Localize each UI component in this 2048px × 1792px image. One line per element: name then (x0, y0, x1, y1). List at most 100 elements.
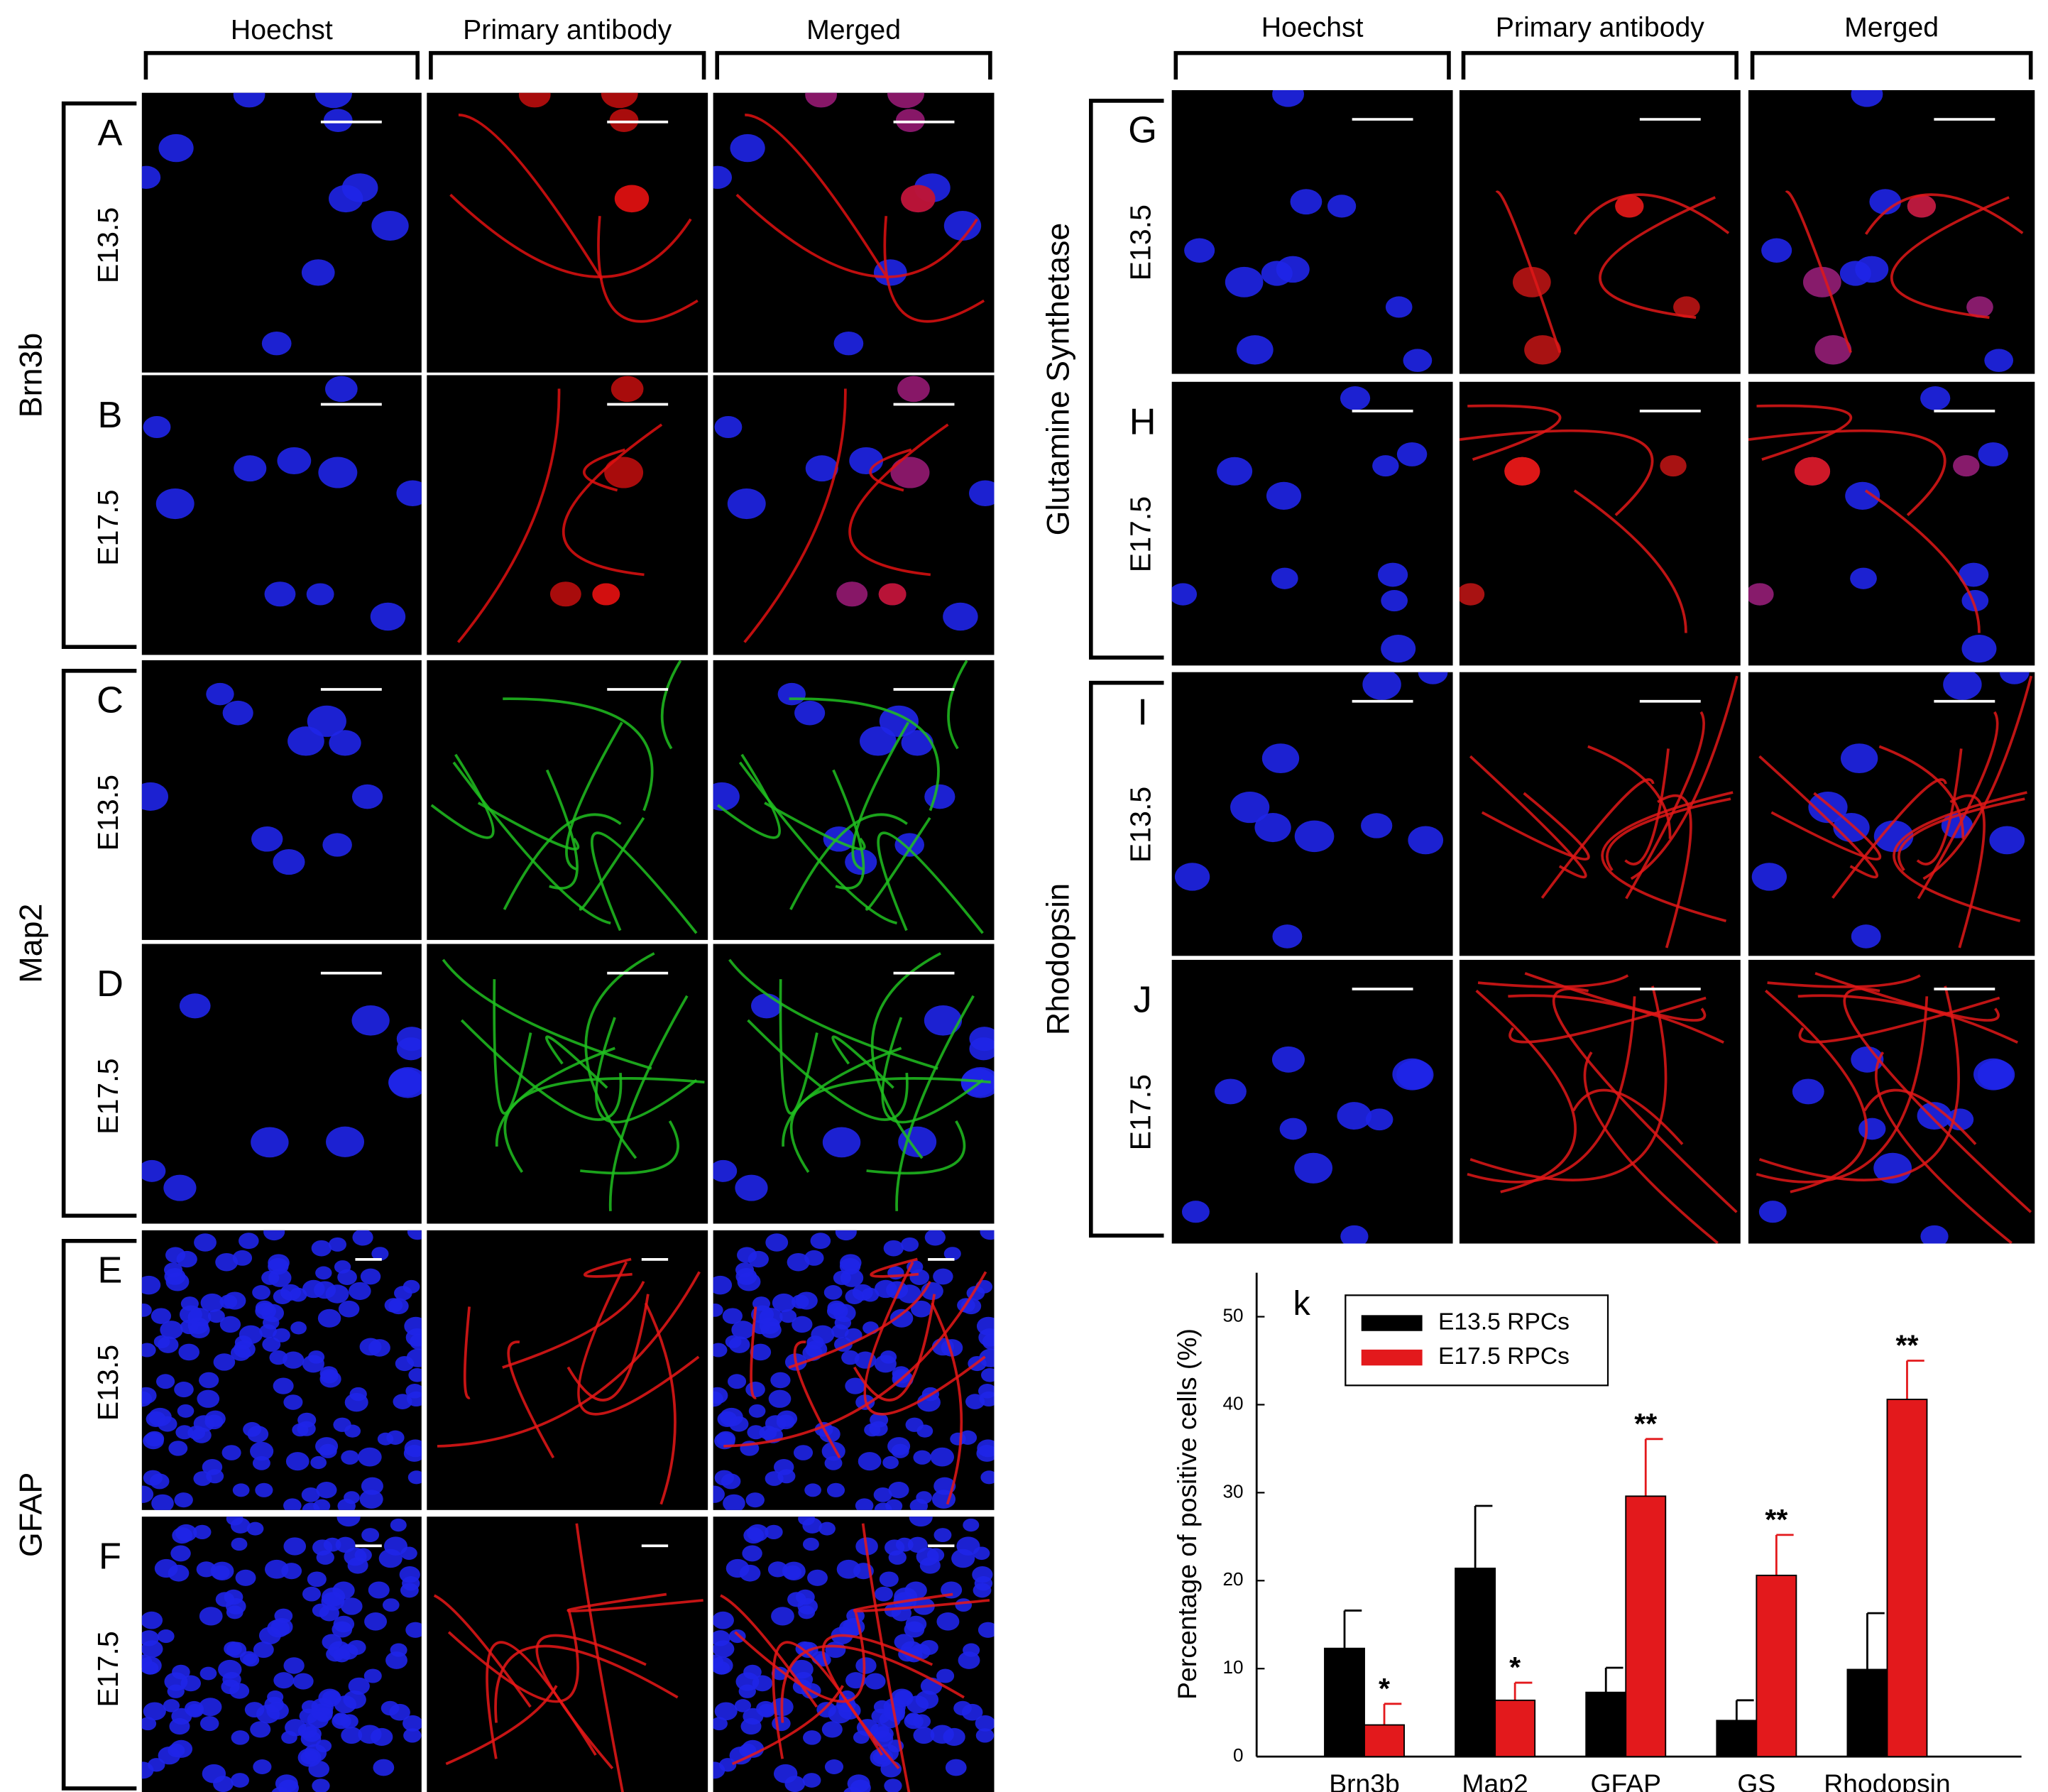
nucleus (219, 1294, 238, 1309)
nucleus (911, 1300, 932, 1318)
micrograph-bg (1459, 959, 1741, 1244)
stained-fiber (1770, 792, 1882, 861)
nucleus (977, 1439, 995, 1458)
nucleus (734, 1699, 752, 1712)
stained-cell (887, 92, 924, 109)
micrograph (1171, 672, 1453, 956)
column-bracket (143, 50, 420, 80)
nucleus (403, 1728, 422, 1743)
nucleus (1294, 820, 1335, 853)
nucleus (163, 1699, 180, 1712)
nucleus (745, 1382, 765, 1398)
nucleus (858, 1452, 882, 1471)
nucleus (888, 1482, 909, 1499)
nucleus (307, 705, 346, 737)
nucleus (1381, 634, 1416, 663)
stained-fiber (1748, 429, 1946, 516)
nucleus (256, 1704, 280, 1724)
stained-fiber (449, 193, 692, 278)
nucleus (1362, 672, 1401, 700)
nucleus (1261, 261, 1293, 286)
stage-label: E17.5 (1124, 1074, 1156, 1150)
stage-label: E17.5 (92, 489, 124, 565)
nucleus (776, 1414, 795, 1430)
nucleus (251, 826, 283, 852)
significance-mark: * (1509, 1651, 1521, 1683)
nucleus (403, 1715, 422, 1732)
nucleus (304, 1744, 327, 1762)
bar (1455, 1568, 1496, 1758)
nucleus (141, 1661, 159, 1675)
micrograph-bg (427, 660, 708, 940)
nucleus (773, 1764, 798, 1783)
micrograph-bg (1171, 672, 1453, 956)
nucleus (329, 730, 361, 756)
nucleus (805, 455, 838, 482)
nucleus (735, 1174, 768, 1201)
nucleus (777, 682, 806, 706)
nucleus (176, 1250, 197, 1268)
nucleus (361, 1477, 383, 1495)
nucleus (873, 1700, 891, 1714)
stained-fiber (877, 831, 984, 934)
micrograph-content (1459, 404, 1687, 633)
stained-fiber (575, 1523, 624, 1792)
nucleus (322, 833, 352, 857)
micrograph-content (1174, 672, 1448, 949)
nucleus (1181, 1201, 1210, 1223)
stained-fiber (1831, 778, 1947, 899)
micrograph (141, 1517, 422, 1792)
nucleus (909, 1517, 933, 1527)
stained-fiber (1765, 989, 1868, 1193)
nucleus (723, 1494, 745, 1510)
nucleus (341, 1450, 359, 1465)
nucleus (302, 1502, 320, 1510)
nucleus (894, 1634, 914, 1651)
nucleus (378, 1548, 403, 1568)
nucleus (141, 1761, 154, 1779)
nucleus (290, 1321, 307, 1335)
nucleus (221, 1679, 240, 1695)
nucleus (212, 1565, 230, 1580)
stained-fiber (1469, 985, 1668, 1181)
stained-fiber (1893, 791, 2027, 923)
nucleus (765, 1524, 783, 1539)
nucleus (197, 1389, 220, 1408)
stained-fiber (1797, 994, 2018, 1044)
nucleus (301, 1487, 320, 1502)
nucleus (1361, 813, 1393, 838)
nucleus (326, 1646, 345, 1662)
micrograph-content (1181, 1046, 1434, 1244)
nucleus (371, 1727, 393, 1746)
micrograph (427, 660, 708, 940)
micrograph-content (1184, 89, 1433, 372)
nucleus (155, 488, 195, 520)
nucleus (314, 92, 352, 109)
nucleus (202, 1459, 223, 1475)
nucleus (141, 782, 168, 811)
nucleus (845, 1289, 865, 1304)
stained-cell (1966, 296, 1993, 318)
stained-fiber (544, 1035, 608, 1089)
nucleus (771, 1607, 794, 1626)
nucleus (1272, 89, 1304, 107)
nucleus (836, 1559, 861, 1579)
stained-fiber (1573, 193, 1730, 235)
nucleus (141, 1275, 161, 1295)
nucleus (901, 1237, 919, 1252)
nucleus (727, 488, 766, 520)
stained-cell (1504, 457, 1540, 486)
nucleus (1225, 266, 1264, 297)
nucleus (385, 1651, 407, 1669)
micrograph-bg (1459, 672, 1741, 956)
nucleus (879, 705, 919, 737)
stained-cell (1802, 266, 1841, 297)
stained-cell (1795, 457, 1831, 486)
nucleus (326, 1126, 364, 1157)
stage-label: E17.5 (92, 1059, 124, 1135)
panel-letter: C (97, 679, 124, 721)
column-bracket (429, 50, 706, 80)
micrograph-bg (1748, 381, 2035, 666)
stained-fiber (1552, 987, 1738, 1213)
nucleus (822, 1127, 861, 1158)
